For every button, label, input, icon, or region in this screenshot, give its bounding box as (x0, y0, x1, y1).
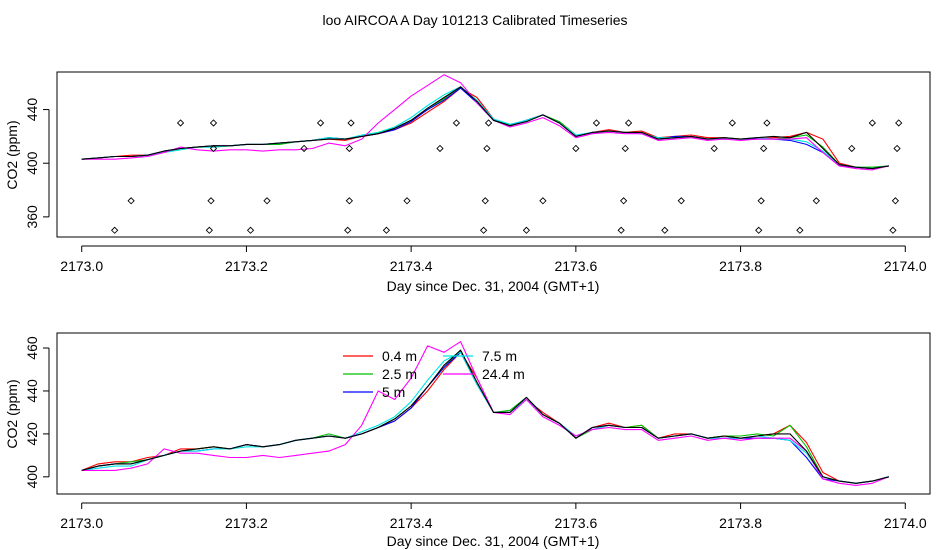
diamond-marker (759, 144, 768, 153)
diamond-marker (111, 226, 119, 234)
diamond-marker (209, 119, 218, 127)
diamond-marker (812, 197, 820, 205)
diamond-marker (728, 119, 736, 127)
diamond-marker (436, 144, 444, 153)
diamond-marker (207, 197, 215, 205)
y-tick-label: 400 (24, 151, 40, 175)
diamond-marker (891, 197, 900, 205)
series-line-24-4-m (81, 74, 889, 171)
series-line-black (81, 349, 889, 484)
diamond-marker (868, 119, 876, 127)
diamond-marker (176, 119, 185, 127)
diamond-marker (127, 197, 135, 205)
diamond-marker (484, 119, 493, 127)
x-tick-label: 2173.2 (225, 258, 268, 274)
diamond-marker (710, 144, 718, 153)
diamond-marker (483, 144, 491, 153)
diamond-marker (316, 119, 325, 127)
diamond-marker (677, 197, 685, 205)
y-axis-bottom: 400 420 440 460 (24, 336, 50, 489)
diamond-marker (209, 144, 218, 153)
series-group-bottom (81, 341, 890, 486)
plot-frame-top (56, 71, 931, 238)
diamond-marker (345, 144, 354, 153)
x-tick-label: 2173.6 (554, 515, 597, 531)
legend-label: 24.4 m (482, 366, 525, 382)
series-group-top (81, 74, 889, 171)
series-line-5-m (81, 87, 889, 170)
legend-label: 0.4 m (382, 348, 417, 364)
series-line-7-5-m (81, 86, 889, 170)
y-tick-label: 460 (24, 336, 40, 360)
legend-bottom: 0.4 m 2.5 m 5 m 7.5 m 24.4 m (343, 348, 525, 400)
diamond-marker (403, 197, 411, 205)
plot-frame-bottom (56, 332, 931, 495)
diamond-marker (522, 226, 531, 234)
chart-top: 360 400 440 2173.0 2173.2 2173.4 2173.6 2173.8… (4, 71, 931, 294)
series-line-black (81, 86, 889, 170)
diamond-marker (661, 226, 669, 234)
x-tick-label: 2173.2 (225, 515, 268, 531)
diamond-marker (345, 197, 354, 205)
x-tick-label: 2173.4 (390, 258, 433, 274)
x-tick-label: 2173.0 (60, 258, 103, 274)
diamond-marker (246, 226, 255, 234)
x-axis-label-bottom: Day since Dec. 31, 2004 (GMT+1) (387, 533, 600, 549)
legend-label: 5 m (382, 384, 405, 400)
diamond-marker (479, 226, 488, 234)
x-tick-label: 2173.8 (719, 258, 762, 274)
diamond-marker (889, 226, 897, 234)
diamond-marker (763, 119, 771, 127)
series-line-2-5-m (81, 86, 889, 168)
diamond-marker (796, 226, 804, 234)
diamond-marker (481, 197, 489, 205)
x-axis-bottom: 2173.0 2173.2 2173.4 2173.6 2173.8 2174.0 (60, 502, 927, 531)
diamond-marker (539, 197, 547, 205)
x-tick-label: 2174.0 (884, 258, 927, 274)
diamond-marker (621, 144, 629, 153)
diamond-marker (848, 144, 856, 153)
y-axis-label-top: CO2 (ppm) (4, 120, 20, 189)
x-axis-label-top: Day since Dec. 31, 2004 (GMT+1) (387, 278, 600, 294)
diamond-marker (347, 119, 355, 127)
y-tick-label: 440 (24, 98, 40, 122)
x-tick-label: 2173.8 (719, 515, 762, 531)
y-tick-label: 360 (24, 205, 40, 229)
x-tick-label: 2173.4 (390, 515, 433, 531)
diamond-marker (619, 197, 628, 205)
diamond-marker (572, 144, 580, 153)
diamond-marker (624, 119, 633, 127)
x-axis-top: 2173.0 2173.2 2173.4 2173.6 2173.8 2174.0 (60, 245, 927, 274)
y-tick-label: 400 (24, 465, 40, 489)
page-title: loo AIRCOA A Day 101213 Calibrated Times… (322, 12, 628, 28)
y-axis-top: 360 400 440 (24, 98, 50, 229)
x-tick-label: 2173.0 (60, 515, 103, 531)
x-tick-label: 2174.0 (884, 515, 927, 531)
diamond-marker (755, 226, 763, 234)
diamond-marker (344, 226, 352, 234)
diamond-marker (893, 144, 901, 153)
diamond-marker (757, 197, 765, 205)
y-tick-label: 420 (24, 422, 40, 446)
diamond-marker (592, 119, 601, 127)
diamond-marker (895, 119, 903, 127)
diamond-marker (205, 226, 213, 234)
series-line-0-4-m (81, 87, 889, 170)
diamond-marker (300, 144, 308, 153)
x-tick-label: 2173.6 (554, 258, 597, 274)
legend-label: 2.5 m (382, 366, 417, 382)
diamond-marker (263, 197, 271, 205)
diamond-marker (382, 226, 391, 234)
diamond-marker (617, 226, 625, 234)
diamond-marker (452, 119, 461, 127)
series-line-24-4-m (81, 341, 890, 486)
y-tick-label: 440 (24, 379, 40, 403)
markers-group-top (111, 119, 903, 234)
y-axis-label-bottom: CO2 (ppm) (4, 379, 20, 448)
legend-label: 7.5 m (482, 348, 517, 364)
